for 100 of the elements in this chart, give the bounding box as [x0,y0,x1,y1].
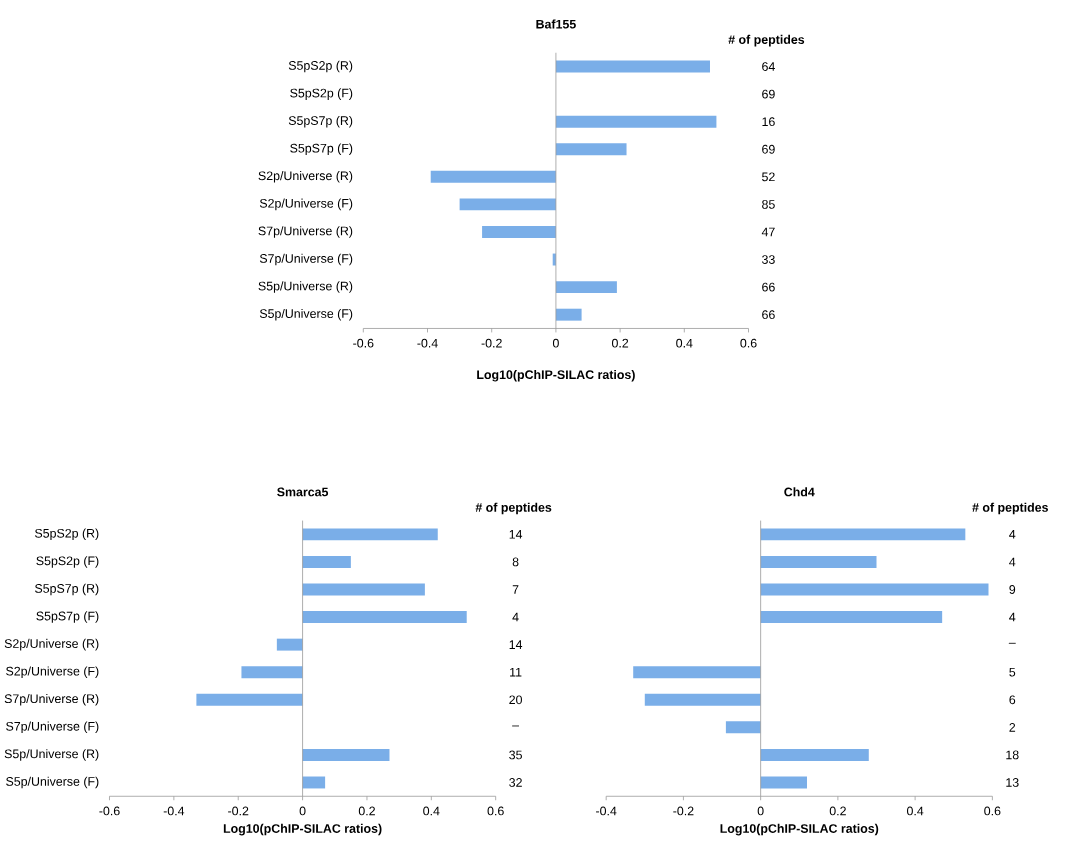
bar [302,555,351,568]
y-tick-label: S2p/Universe (R) [258,171,353,183]
x-tick-label: 0.6 [740,338,757,348]
bar [633,666,761,679]
text: 5 [1009,667,1016,677]
x-tick-label: 0 [552,338,559,348]
bar [555,60,710,73]
bar [760,555,877,568]
bar [725,721,761,734]
x-tick-label: 0 [757,806,764,816]
text: 47 [761,227,775,237]
x-tick-label: 0.4 [906,806,924,816]
text: 66 [762,310,775,320]
text: 14 [509,640,523,649]
y-tick-label: S2p/Universe (F) [6,666,99,678]
y-tick-label: S5pS2p (R) [35,528,99,541]
chart-title: Smarca5 [277,487,329,497]
bar [760,611,943,624]
text: 4 [1009,557,1016,567]
x-tick-label: -0.2 [481,338,502,348]
y-tick-label: S7p/Universe (F) [6,721,99,734]
chart-title: Baf155 [536,19,576,29]
bar [644,693,761,706]
text: 7 [512,585,519,594]
text: – [1008,642,1016,644]
text: 69 [762,144,775,154]
text: 4 [512,612,519,622]
x-tick-label: 0.6 [487,806,504,816]
x-tick-label: -0.4 [163,806,185,816]
y-tick-label: S5pS2p (F) [290,88,353,100]
x-tick-label: -0.2 [228,806,249,816]
text: 2 [1009,723,1016,732]
x-tick-label: -0.6 [353,338,374,348]
text: 11 [510,667,522,677]
bar [196,693,303,706]
text: 6 [1009,695,1016,705]
x-axis-title: Log10(pChIP-SILAC ratios) [223,823,382,836]
bar [555,308,582,321]
text: 13 [1006,778,1019,787]
y-tick-label: S5p/Universe (R) [258,281,353,293]
text: 32 [509,778,522,787]
text: 16 [762,117,775,127]
x-axis-title: Log10(pChIP-SILAC ratios) [720,823,879,836]
y-tick-label: S5pS7p (F) [290,143,353,155]
text: 9 [1009,585,1016,594]
y-tick-label: S5pS7p (F) [36,611,99,623]
x-tick-label: -0.4 [417,338,438,348]
text: 85 [762,199,775,209]
bar [459,198,556,211]
bar [555,143,627,156]
text: 8 [512,557,519,567]
bar [302,748,390,761]
y-tick-label: S7p/Universe (R) [258,226,353,238]
x-tick-label: 0.6 [984,806,1001,816]
y-tick-label: S5p/Universe (R) [4,749,99,761]
bar [302,528,438,541]
y-tick-label: S5p/Universe (F) [259,308,353,321]
x-tick-label: 0.2 [358,806,375,816]
y-tick-label: S7p/Universe (R) [4,693,99,706]
bar [241,666,303,679]
bar [760,583,989,596]
text: 66 [762,282,775,292]
x-tick-label: 0.4 [676,338,693,348]
y-tick-label: S5pS2p (F) [36,556,99,568]
bar [276,638,303,651]
y-tick-label: S2p/Universe (R) [4,638,99,651]
bar [760,748,869,761]
y-tick-label: S2p/Universe (F) [259,198,353,211]
y-tick-label: S5pS2p (R) [288,60,353,73]
bar [302,776,326,789]
y-tick-label: S5pS7p (R) [35,583,99,596]
text: 35 [509,750,522,760]
bar [302,611,467,624]
bar [760,528,966,541]
x-axis-title: Log10(pChIP-SILAC ratios) [477,369,635,382]
bar [555,115,717,128]
text: 18 [1006,750,1019,760]
y-tick-label: S5p/Universe (F) [6,776,99,789]
bar [430,170,556,183]
text: 33 [761,255,775,264]
text: 4 [1009,612,1016,622]
y-tick-label: S5pS7p (R) [288,115,353,128]
bar [482,225,556,238]
bar [760,776,807,789]
x-tick-label: 0.2 [829,806,846,816]
x-tick-label: 0 [299,806,306,816]
text: 52 [762,172,775,182]
x-tick-label: 0.4 [423,806,440,816]
text: # of peptides [972,502,1048,515]
text: 20 [509,695,522,705]
text: – [512,725,520,727]
x-tick-label: 0.2 [611,338,629,348]
x-tick-label: -0.2 [673,806,694,816]
bar [555,281,617,294]
text: 69 [762,89,775,99]
text: 14 [509,530,523,539]
chart-title: Chd4 [784,487,815,497]
x-tick-label: -0.6 [99,806,120,816]
text: 64 [762,62,775,71]
bar [302,583,425,596]
